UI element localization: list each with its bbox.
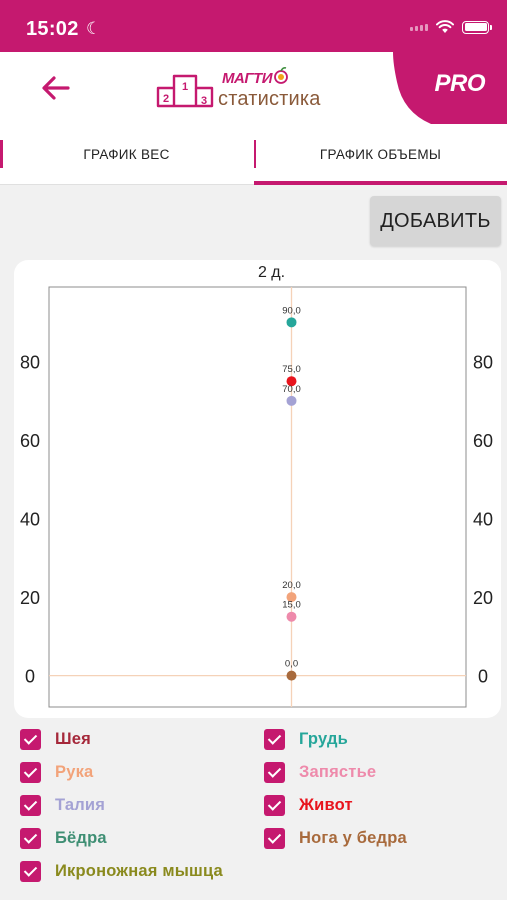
pro-badge[interactable]: PRO: [383, 52, 507, 124]
app-logo: 2 1 3 МАГТИ статистика: [156, 64, 336, 112]
y-tick-label-left: 40: [20, 510, 40, 530]
y-tick-label-right: 20: [473, 588, 493, 608]
add-button[interactable]: ДОБАВИТЬ: [370, 196, 501, 246]
legend-item[interactable]: Талия: [20, 792, 105, 818]
moon-icon: ☾: [86, 19, 102, 38]
data-point[interactable]: [286, 376, 297, 387]
chart-card: 2 д. 0 0 20 20 40 40 60 60 80 80 90,0 75,0 70,0 20,0 15…: [14, 260, 501, 718]
y-tick-label-right: 60: [473, 431, 493, 451]
active-tab-indicator: [254, 181, 507, 185]
logo-brand: МАГТИ: [222, 70, 273, 87]
app-header: 2 1 3 МАГТИ статистика PRO: [0, 52, 507, 124]
legend-label: Нога у бедра: [299, 828, 407, 847]
legend-label: Шея: [55, 729, 91, 748]
data-label: 70,0: [282, 384, 301, 395]
signal-icon: [410, 23, 428, 31]
wifi-icon: [436, 20, 454, 33]
data-point[interactable]: [286, 395, 297, 406]
legend-checkbox[interactable]: [264, 794, 285, 816]
legend-label: Талия: [55, 795, 106, 814]
plot-frame: [48, 286, 467, 708]
y-tick-label-right: 80: [473, 353, 493, 373]
battery-icon: [462, 20, 492, 34]
legend-item[interactable]: Шея: [20, 726, 91, 752]
logo-subtitle: статистика: [218, 88, 321, 110]
podium-number-1: 1: [182, 81, 188, 93]
podium-icon: 2 1 3: [156, 74, 214, 108]
data-label: 0,0: [285, 659, 298, 670]
legend-item[interactable]: Живот: [264, 792, 353, 818]
tab-bar: ГРАФИК ВЕС ГРАФИК ОБЪЕМЫ: [0, 124, 507, 185]
back-arrow-icon[interactable]: [38, 70, 74, 106]
peach-icon: [274, 67, 288, 84]
data-label: 75,0: [282, 364, 301, 375]
y-tick-label-right: 0: [478, 667, 488, 687]
legend-checkbox[interactable]: [264, 827, 285, 849]
tab-label: ГРАФИК ОБЪЕМЫ: [319, 147, 442, 162]
pro-label: PRO: [434, 70, 485, 97]
legend-checkbox[interactable]: [20, 860, 41, 882]
tab-volume-chart[interactable]: ГРАФИК ОБЪЕМЫ: [254, 124, 507, 185]
legend-checkbox[interactable]: [20, 794, 41, 816]
y-tick-label-left: 0: [25, 667, 35, 687]
data-point[interactable]: [286, 317, 297, 328]
legend-checkbox[interactable]: [20, 728, 41, 750]
legend-checkbox[interactable]: [20, 761, 41, 783]
tab-weight-chart[interactable]: ГРАФИК ВЕС: [0, 124, 253, 185]
legend-item[interactable]: Нога у бедра: [264, 825, 407, 851]
legend-label: Запястье: [299, 762, 377, 781]
status-icons: [410, 20, 492, 34]
y-tick-label-right: 40: [473, 510, 493, 530]
podium-number-2: 2: [163, 93, 169, 105]
data-point[interactable]: [286, 611, 297, 622]
legend-label: Грудь: [299, 729, 348, 748]
data-point[interactable]: [286, 670, 297, 681]
status-bar: 15:02 ☾: [0, 0, 507, 52]
legend-label: Живот: [299, 795, 353, 814]
data-label: 15,0: [282, 600, 301, 611]
legend-checkbox[interactable]: [20, 827, 41, 849]
legend-checkbox[interactable]: [264, 761, 285, 783]
data-point[interactable]: [286, 592, 297, 603]
legend-label: Икроножная мышца: [55, 861, 223, 880]
data-label: 90,0: [282, 305, 301, 316]
legend-checkbox[interactable]: [264, 728, 285, 750]
status-time: 15:02: [26, 18, 79, 40]
legend-label: Рука: [55, 762, 94, 781]
volume-chart[interactable]: 2 д. 0 0 20 20 40 40 60 60 80 80 90,0 75,0 70,0 20,0 15…: [14, 260, 501, 718]
y-tick-label-left: 20: [20, 588, 40, 608]
legend: Шея Грудь Рука Запястье Талия Живот Бёдра Нога …: [20, 726, 500, 896]
legend-item[interactable]: Запястье: [264, 759, 376, 785]
data-label: 20,0: [282, 580, 301, 591]
podium-number-3: 3: [201, 95, 207, 107]
y-tick-label-left: 60: [20, 431, 40, 451]
legend-item[interactable]: Икроножная мышца: [20, 858, 223, 884]
y-tick-label-left: 80: [20, 353, 40, 373]
tab-label: ГРАФИК ВЕС: [83, 147, 170, 162]
legend-label: Бёдра: [55, 828, 107, 847]
legend-item[interactable]: Грудь: [264, 726, 348, 752]
legend-item[interactable]: Бёдра: [20, 825, 107, 851]
legend-item[interactable]: Рука: [20, 759, 93, 785]
chart-title: 2 д.: [258, 264, 285, 281]
